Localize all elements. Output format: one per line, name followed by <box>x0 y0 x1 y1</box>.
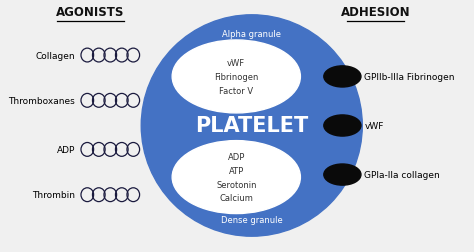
Text: GPIIb-IIIa Fibrinogen: GPIIb-IIIa Fibrinogen <box>365 73 455 82</box>
Text: Collagen: Collagen <box>35 51 75 60</box>
Text: Thromboxanes: Thromboxanes <box>8 97 75 105</box>
Text: AGONISTS: AGONISTS <box>56 6 125 18</box>
Text: Alpha granule: Alpha granule <box>222 30 281 39</box>
Text: ADP
ATP
Serotonin
Calcium: ADP ATP Serotonin Calcium <box>216 152 256 203</box>
Text: vWF: vWF <box>365 121 384 131</box>
Text: ADHESION: ADHESION <box>341 6 410 18</box>
Circle shape <box>324 115 361 137</box>
Circle shape <box>324 164 361 185</box>
Text: ADP: ADP <box>56 145 75 154</box>
Text: Dense granule: Dense granule <box>221 215 283 224</box>
Circle shape <box>172 141 301 214</box>
Circle shape <box>324 67 361 88</box>
Text: PLATELET: PLATELET <box>195 116 309 136</box>
Text: Thrombin: Thrombin <box>32 191 75 199</box>
Ellipse shape <box>141 16 362 236</box>
Text: vWF
Fibrinogen
Factor V: vWF Fibrinogen Factor V <box>214 59 258 96</box>
Circle shape <box>172 41 301 113</box>
Text: GPIa-IIa collagen: GPIa-IIa collagen <box>365 170 440 179</box>
